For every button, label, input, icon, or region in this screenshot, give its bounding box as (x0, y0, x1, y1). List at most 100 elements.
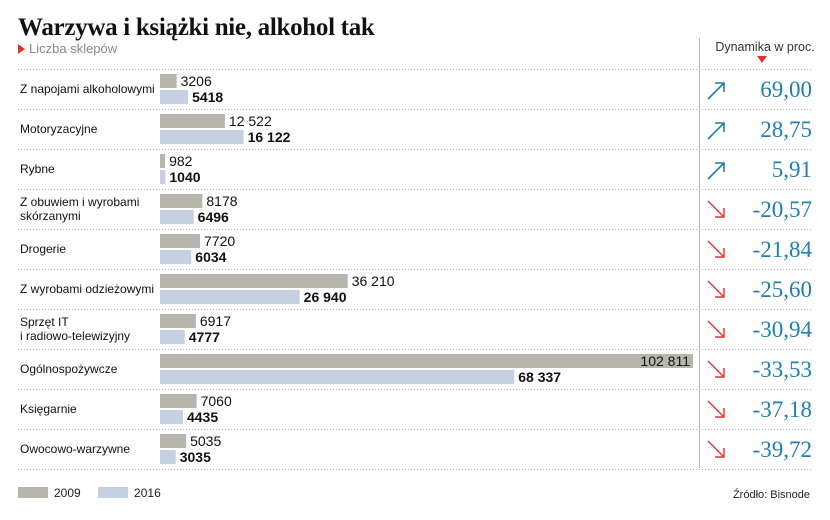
value-label-2016: 6034 (195, 249, 226, 265)
legend-item-2009: 2009 (18, 486, 81, 500)
up-arrow-icon (707, 162, 725, 180)
up-arrow-icon (707, 82, 725, 100)
dynamics-value: 69,00 (760, 77, 812, 102)
category-label: Z napojami alkoholowymi (20, 82, 155, 96)
value-label-2009: 6917 (200, 313, 231, 329)
value-label-2016: 16 122 (248, 129, 291, 145)
dynamics-value: 28,75 (760, 117, 812, 142)
bar-2009 (160, 234, 201, 248)
bar-2009 (160, 114, 225, 128)
up-arrow-head (715, 82, 725, 92)
bar-2016 (160, 290, 300, 304)
up-arrow-head (715, 162, 725, 172)
legend-swatch-2009 (18, 487, 48, 498)
down-arrow-head (715, 408, 725, 418)
up-arrow-head (715, 122, 725, 132)
category-label: Owocowo-warzywne (20, 442, 130, 456)
bar-2016 (160, 370, 515, 384)
category-label: Rybne (20, 162, 55, 176)
value-label-2016: 26 940 (304, 289, 347, 305)
bar-2016 (160, 330, 185, 344)
value-label-2016: 5418 (192, 89, 223, 105)
down-arrow-icon (707, 400, 725, 418)
value-label-2016: 3035 (180, 449, 211, 465)
dynamics-value: -21,84 (753, 237, 813, 262)
category-label-line: Sprzęt IT (20, 315, 69, 329)
down-arrow-head (715, 208, 725, 218)
bar-2016 (160, 450, 176, 464)
category-label-line: skórzanymi (20, 209, 81, 223)
down-arrow-head (715, 328, 725, 338)
bar-2016 (160, 410, 183, 424)
down-arrow-head (715, 368, 725, 378)
down-arrow-head (715, 288, 725, 298)
legend-label-2016: 2016 (134, 486, 161, 500)
bar-2009 (160, 74, 177, 88)
value-label-2009: 36 210 (352, 273, 395, 289)
value-label-2009: 8178 (206, 193, 237, 209)
bar-2016 (160, 130, 244, 144)
subtitle-text: Liczba sklepów (29, 41, 118, 56)
value-label-2016: 4777 (189, 329, 220, 345)
bar-2009 (160, 354, 693, 368)
category-label: Motoryzacyjne (20, 122, 98, 136)
dynamics-header: Dynamika w proc. (715, 40, 815, 54)
value-label-2009: 12 522 (229, 113, 272, 129)
bar-2009 (160, 194, 203, 208)
category-label: Drogerie (20, 242, 66, 256)
category-label: Z wyrobami odzieżowymi (20, 282, 154, 296)
value-label-2016: 4435 (187, 409, 218, 425)
legend-item-2016: 2016 (98, 486, 161, 500)
dynamics-divider (699, 38, 700, 468)
down-arrow-icon (707, 240, 725, 258)
dynamics-value: -33,53 (753, 357, 812, 382)
dynamics-value: -30,94 (753, 317, 813, 342)
legend-label-2009: 2009 (54, 486, 81, 500)
source-note: Źródło: Bisnode (732, 489, 810, 501)
bar-2016 (160, 210, 194, 224)
down-arrow-head (715, 248, 725, 258)
value-label-2009: 7720 (204, 233, 235, 249)
bar-2009 (160, 274, 348, 288)
category-label-line: i radiowo-telewizyjny (20, 329, 130, 343)
category-label: Księgarnie (20, 402, 77, 416)
down-arrow-icon (707, 440, 725, 458)
category-label: Z obuwiem i wyrobami skórzanymi (20, 195, 139, 223)
value-label-2016: 6496 (198, 209, 229, 225)
chart-subtitle: Liczba sklepów (18, 41, 117, 56)
down-arrow-icon (707, 360, 725, 378)
value-label-2009: 3206 (181, 73, 212, 89)
bar-2016 (160, 250, 192, 264)
bar-2016 (160, 90, 189, 104)
bar-2009 (160, 314, 196, 328)
dynamics-value: -39,72 (753, 437, 812, 462)
bar-2016 (160, 170, 166, 184)
up-arrow-icon (707, 122, 725, 140)
value-label-2016: 68 337 (518, 369, 561, 385)
red-triangle-icon (18, 44, 25, 54)
value-label-2009: 982 (169, 153, 193, 169)
bar-2009 (160, 394, 197, 408)
category-label: Sprzęt IT i radiowo-telewizyjny (20, 315, 130, 343)
dynamics-value: -20,57 (753, 197, 812, 222)
dynamics-value: -37,18 (753, 397, 812, 422)
value-label-2016: 1040 (169, 169, 200, 185)
down-arrow-head (715, 448, 725, 458)
legend-swatch-2016 (98, 487, 129, 498)
category-label: Ogólnospożywcze (20, 362, 118, 376)
dynamics-value: -25,60 (753, 277, 812, 302)
down-arrow-icon (707, 200, 725, 218)
bar-2009 (160, 434, 187, 448)
down-arrow-icon (707, 280, 725, 298)
value-label-2009: 7060 (201, 393, 232, 409)
bar-2009 (160, 154, 166, 168)
value-label-2009: 5035 (190, 433, 221, 449)
dynamics-down-triangle-icon (757, 56, 767, 63)
legend: 2009 2016 (18, 486, 175, 500)
value-label-2009: 102 811 (640, 353, 690, 369)
dynamics-value: 5,91 (772, 157, 812, 182)
down-arrow-icon (707, 320, 725, 338)
chart-title: Warzywa i książki nie, alkohol tak (18, 14, 375, 41)
category-label-line: Z obuwiem i wyrobami (20, 195, 139, 209)
